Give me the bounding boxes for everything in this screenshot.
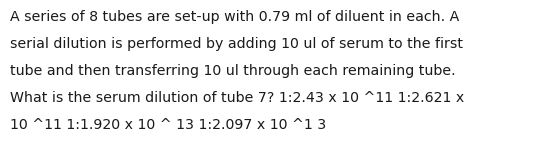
Text: What is the serum dilution of tube 7? 1:2.43 x 10 ^11 1:2.621 x: What is the serum dilution of tube 7? 1:…	[10, 91, 464, 105]
Text: A series of 8 tubes are set-up with 0.79 ml of diluent in each. A: A series of 8 tubes are set-up with 0.79…	[10, 10, 459, 24]
Text: serial dilution is performed by adding 10 ul of serum to the first: serial dilution is performed by adding 1…	[10, 37, 463, 51]
Text: 10 ^11 1:1.920 x 10 ^ 13 1:2.097 x 10 ^1 3: 10 ^11 1:1.920 x 10 ^ 13 1:2.097 x 10 ^1…	[10, 118, 326, 132]
Text: tube and then transferring 10 ul through each remaining tube.: tube and then transferring 10 ul through…	[10, 64, 456, 78]
